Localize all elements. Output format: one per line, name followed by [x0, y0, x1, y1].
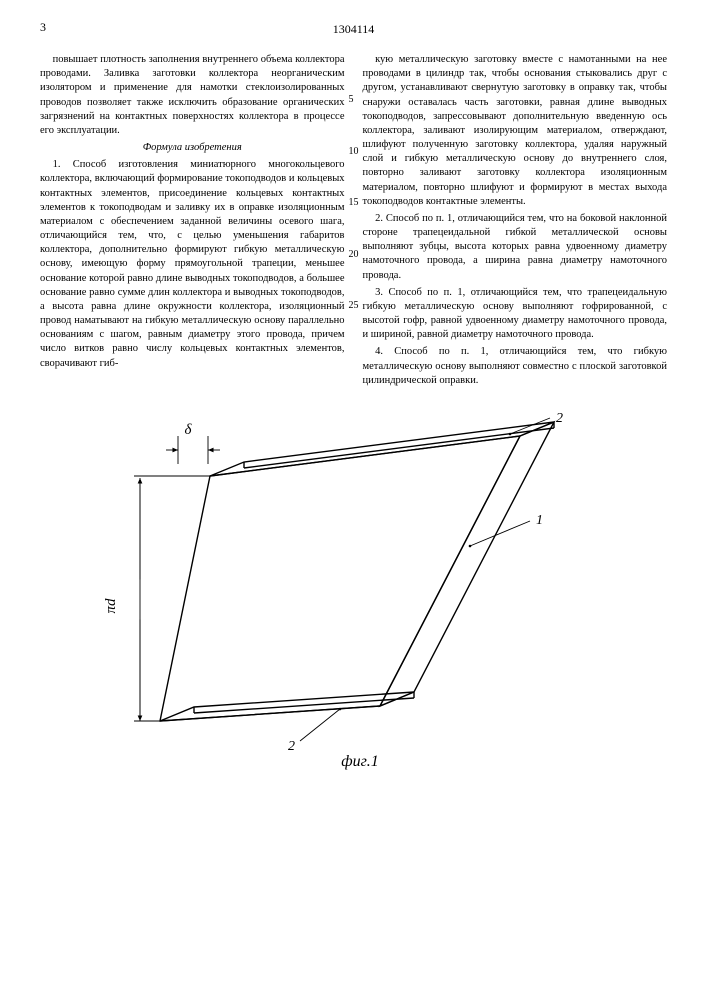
- line-marker: 25: [349, 299, 359, 313]
- document-number: 1304114: [333, 22, 375, 37]
- page-header: 3 1304114: [40, 20, 667, 38]
- text-columns: повышает плотность заполнения внутреннег…: [40, 53, 667, 391]
- figure-svg: δ πd 1 2 2 фиг.1: [40, 406, 667, 776]
- line-marker: 5: [349, 93, 359, 107]
- svg-text:πd: πd: [103, 598, 119, 614]
- line-marker: 10: [349, 145, 359, 159]
- line-number-gutter: 5 10 15 20 25: [349, 53, 359, 313]
- claim-4: 4. Способ по п. 1, отличающийся тем, что…: [363, 345, 668, 388]
- claim-3: 3. Способ по п. 1, отличающийся тем, что…: [363, 286, 668, 343]
- formula-heading: Формула изобретения: [40, 141, 345, 155]
- figure-1: δ πd 1 2 2 фиг.1: [40, 406, 667, 786]
- line-marker: 15: [349, 196, 359, 210]
- line-marker: 20: [349, 248, 359, 262]
- claim-1-left: 1. Способ изготовления миниатюрного мног…: [40, 158, 345, 371]
- intro-paragraph: повышает плотность заполнения внутреннег…: [40, 53, 345, 138]
- svg-text:2: 2: [556, 411, 563, 426]
- svg-text:фиг.1: фиг.1: [341, 753, 378, 770]
- column-left: повышает плотность заполнения внутреннег…: [40, 53, 345, 391]
- svg-text:δ: δ: [185, 422, 193, 438]
- page-number-left: 3: [40, 20, 46, 35]
- claim-1-right: кую металлическую заготовку вместе с нам…: [363, 53, 668, 209]
- claim-2: 2. Способ по п. 1, отличающийся тем, что…: [363, 212, 668, 283]
- svg-text:1: 1: [536, 513, 543, 528]
- column-right: кую металлическую заготовку вместе с нам…: [363, 53, 668, 391]
- svg-text:2: 2: [288, 739, 295, 754]
